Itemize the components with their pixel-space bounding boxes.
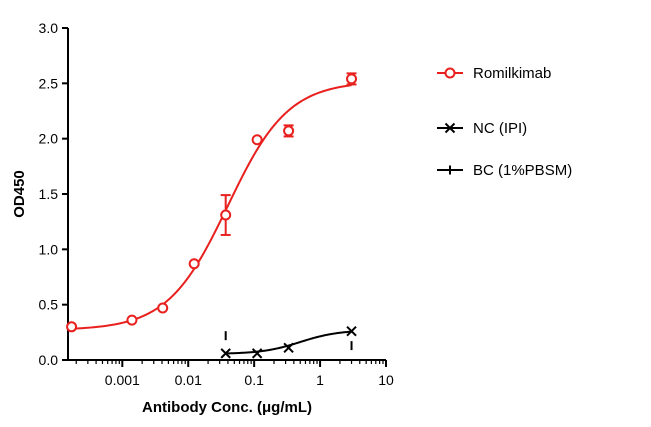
axes — [67, 28, 386, 361]
legend: Romilkimab NC (IPI) BC (1%PBSM) — [437, 65, 572, 179]
y-tick-label: 0.5 — [39, 297, 59, 313]
x-tick-label: 0.001 — [105, 372, 140, 388]
legend-label: Romilkimab — [473, 65, 551, 82]
y-tick-label: 2.5 — [39, 75, 59, 91]
data-point — [283, 125, 295, 137]
data-point — [126, 314, 138, 326]
y-tick-label: 0.0 — [39, 352, 59, 368]
x-ticks: 0.001 0.01 0.1 1 10 — [75, 360, 394, 388]
y-tick-label: 1.0 — [39, 241, 59, 257]
y-ticks: 0.0 0.5 1.0 1.5 2.0 2.5 3.0 — [39, 20, 68, 368]
x-tick-label: 0.01 — [175, 372, 202, 388]
x-tick-label: 10 — [378, 372, 394, 388]
data-point — [251, 348, 263, 359]
data-point — [220, 209, 232, 221]
data-point — [346, 326, 357, 337]
data-point — [220, 348, 231, 359]
plot-area — [66, 72, 358, 359]
data-point — [283, 342, 294, 354]
y-tick-label: 2.0 — [39, 131, 59, 147]
legend-label: BC (1%PBSM) — [473, 162, 572, 179]
y-tick-label: 3.0 — [39, 20, 59, 36]
y-axis-title: OD450 — [11, 170, 28, 218]
legend-label: NC (IPI) — [473, 120, 527, 137]
x-tick-label: 0.1 — [244, 372, 264, 388]
nc-fit-curve — [225, 330, 352, 355]
data-point — [66, 321, 78, 333]
data-point — [157, 302, 169, 314]
data-point — [346, 73, 358, 85]
data-point — [188, 258, 200, 270]
data-point — [251, 134, 263, 146]
legend-marker — [444, 67, 456, 79]
y-tick-label: 1.5 — [39, 186, 59, 202]
legend-marker — [444, 122, 456, 134]
romilkimab-fit-curve — [71, 84, 352, 330]
x-tick-label: 1 — [316, 372, 324, 388]
x-axis-title: Antibody Conc. (μg/mL) — [142, 399, 312, 416]
